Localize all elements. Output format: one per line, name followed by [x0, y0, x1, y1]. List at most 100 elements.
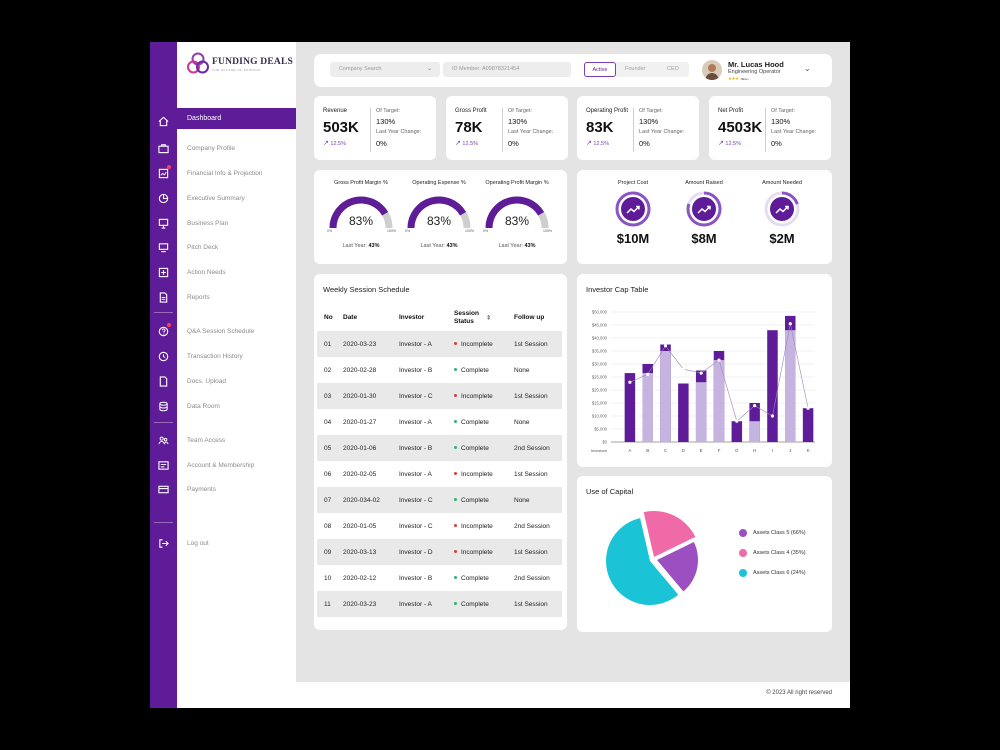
sidebar-item-qa-session[interactable]: Q&A Session Schedule — [187, 328, 255, 335]
kpi-trend: ↗ 12.5% — [718, 139, 741, 147]
avatar[interactable] — [702, 60, 722, 80]
status-dot — [454, 576, 457, 580]
id-member-field[interactable]: ID Member: A09878321454 — [443, 62, 571, 77]
kpi-card[interactable]: Gross Profit 78K ↗ 12.5% Of Target: 130% Last… — [446, 96, 568, 160]
bar-primary[interactable] — [731, 421, 743, 442]
bar-secondary[interactable] — [749, 421, 760, 442]
kpi-value: 503K — [323, 119, 359, 136]
bar-secondary[interactable] — [660, 351, 671, 442]
kpi-card[interactable]: Operating Profit 83K ↗ 12.5% Of Target: 130%… — [577, 96, 699, 160]
briefcase-icon[interactable] — [157, 142, 170, 155]
cell-no: 01 — [317, 331, 343, 357]
bar-secondary[interactable] — [785, 330, 796, 442]
sidebar-item-executive-summary[interactable]: Executive Summary — [187, 195, 245, 202]
file-icon[interactable] — [157, 375, 170, 388]
cell-follow-up: 2nd Session — [514, 522, 550, 530]
col-session-status[interactable]: Session Status ⇕ — [454, 304, 514, 331]
bar-secondary[interactable] — [642, 373, 653, 442]
table-row[interactable]: 10 2020-02-12 Investor - B Complete 2nd Sess… — [317, 565, 562, 591]
table-row[interactable]: 09 2020-03-13 Investor - D Incomplete 1st Se… — [317, 539, 562, 565]
id-card-icon[interactable] — [157, 459, 170, 472]
bar-primary[interactable] — [678, 383, 689, 443]
logout-icon[interactable] — [157, 537, 170, 550]
bar-secondary[interactable] — [713, 360, 725, 442]
cell-no: 05 — [317, 435, 343, 461]
pie-slice-class-6[interactable] — [606, 518, 679, 606]
cell-follow-up: 2nd Session — [514, 574, 550, 582]
company-search-select[interactable]: Company Search ⌄ — [330, 62, 440, 77]
bar-primary[interactable] — [767, 330, 778, 442]
deck-icon[interactable] — [157, 241, 170, 254]
kpi-of-target-label: Of Target: — [376, 108, 401, 114]
chart-icon[interactable] — [157, 165, 171, 180]
sidebar-item-payments[interactable]: Payments — [187, 486, 216, 493]
col-no: No — [324, 314, 333, 321]
bar-secondary[interactable] — [695, 382, 707, 442]
cell-investor: Investor - D — [399, 539, 454, 565]
sidebar-item-pitch-deck[interactable]: Pitch Deck — [187, 244, 219, 251]
question-icon[interactable] — [157, 323, 171, 338]
document-icon[interactable] — [157, 291, 170, 304]
logo[interactable]: FUNDING DEALS THE FUTURE OF FUNDING — [187, 52, 295, 82]
table-row[interactable]: 02 2020-02-28 Investor - B Complete None — [317, 357, 562, 383]
rating-stars: ★★★ — [728, 76, 739, 81]
team-icon[interactable] — [157, 434, 170, 447]
kpi-card[interactable]: Revenue 503K ↗ 12.5% Of Target: 130% Last Yea… — [314, 96, 436, 160]
tab-active[interactable]: Active — [584, 62, 616, 77]
tab-founder[interactable]: Founder — [625, 66, 646, 72]
bar-primary[interactable] — [802, 408, 814, 442]
logo-icon — [187, 52, 209, 74]
kpi-last-year: 0% — [376, 139, 387, 148]
card-icon[interactable] — [157, 483, 170, 496]
rail-divider — [154, 422, 173, 423]
sidebar-item-account-membership[interactable]: Account & Membership — [187, 462, 255, 469]
bar-primary[interactable] — [624, 373, 636, 442]
table-row[interactable]: 01 2020-03-23 Investor - A Incomplete 1st Se… — [317, 331, 562, 357]
pie-slice-class-5[interactable] — [657, 542, 698, 592]
kpi-divider — [370, 108, 371, 152]
sidebar-item-reports[interactable]: Reports — [187, 294, 210, 301]
table-row[interactable]: 03 2020-01-30 Investor - C Incomplete 1st Se… — [317, 383, 562, 409]
sidebar-item-dashboard[interactable]: Dashboard — [177, 108, 296, 129]
sidebar-item-docs-upload[interactable]: Docs. Upload — [187, 378, 227, 385]
funding-ring — [764, 191, 800, 227]
kpi-trend-value: 12.5% — [462, 141, 479, 147]
kpi-value: 78K — [455, 119, 483, 136]
gauge-arc — [407, 196, 471, 229]
sidebar-item-business-plan[interactable]: Business Plan — [187, 220, 229, 227]
home-icon[interactable] — [157, 115, 170, 128]
y-tick-label: $30,000 — [592, 362, 608, 367]
use-of-capital-card: Use of Capital Assets Class 5 (66%) Asset… — [577, 476, 832, 632]
sidebar-item-team-access[interactable]: Team Access — [187, 437, 226, 444]
cell-status: Incomplete — [454, 461, 514, 487]
table-row[interactable]: 06 2020-02-05 Investor - A Incomplete 1st Se… — [317, 461, 562, 487]
pie-slice-class-4[interactable] — [643, 511, 696, 557]
plus-box-icon[interactable] — [157, 266, 170, 279]
clock-icon[interactable] — [157, 350, 170, 363]
funding-value: $8M — [691, 231, 717, 246]
table-row[interactable]: 11 2020-03-23 Investor - A Complete 1st Sess… — [317, 591, 562, 617]
pie-icon[interactable] — [157, 192, 170, 205]
sidebar-item-action-needs[interactable]: Action Needs — [187, 269, 226, 276]
user-menu-chevron-icon[interactable]: ⌄ — [804, 64, 811, 73]
sidebar-item-logout[interactable]: Log out — [187, 540, 209, 547]
tab-ceo[interactable]: CEO — [667, 66, 679, 72]
x-axis-label: Investors — [591, 448, 607, 453]
sidebar-item-transaction-history[interactable]: Transaction History — [187, 353, 243, 360]
table-row[interactable]: 07 2020-034-02 Investor - C Complete None — [317, 487, 562, 513]
table-row[interactable]: 08 2020-01-05 Investor - C Incomplete 2nd Se… — [317, 513, 562, 539]
status-text: Incomplete — [461, 548, 493, 556]
company-search-label: Company Search — [339, 66, 382, 72]
cell-no: 04 — [324, 418, 332, 426]
sidebar-item-financial-info[interactable]: Financial Info & Projection — [187, 170, 263, 177]
presentation-icon[interactable] — [157, 217, 170, 230]
kpi-last-year: 0% — [639, 139, 650, 148]
table-row[interactable]: 05 2020-01-06 Investor - B Complete 2nd Sess… — [317, 435, 562, 461]
sort-icon[interactable]: ⇕ — [486, 315, 492, 321]
table-row[interactable]: 04 2020-01-27 Investor - A Complete None — [317, 409, 562, 435]
sidebar-item-company-profile[interactable]: Company Profile — [187, 145, 236, 152]
funding-metric: Project Cost $10M — [598, 180, 668, 246]
database-icon[interactable] — [157, 400, 170, 413]
kpi-card[interactable]: Net Profit 4503K ↗ 12.5% Of Target: 130% Last… — [709, 96, 831, 160]
sidebar-item-data-room[interactable]: Data Room — [187, 403, 220, 410]
